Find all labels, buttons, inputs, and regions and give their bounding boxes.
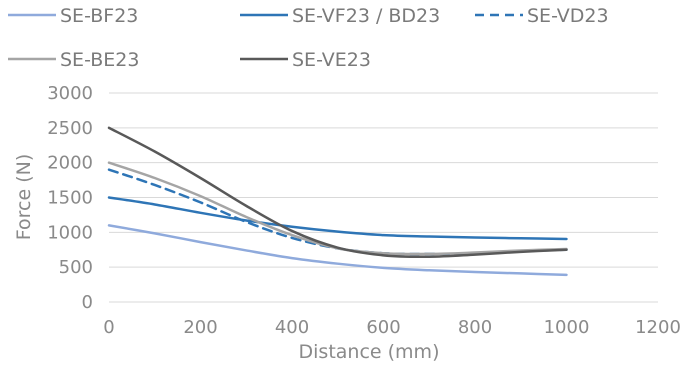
legend: SE-BF23 SE-VF23 / BD23 SE-VD23 SE-BE23 SE-VE… xyxy=(8,5,609,71)
x-tick-label: 600 xyxy=(366,317,400,338)
gridlines xyxy=(109,92,658,303)
y-axis-title: Force (N) xyxy=(13,154,35,240)
y-tick-label: 500 xyxy=(59,257,93,278)
legend-label: SE-VE23 xyxy=(292,49,371,71)
legend-label: SE-BE23 xyxy=(60,49,139,71)
legend-label: SE-BF23 xyxy=(60,5,138,27)
y-tick-label: 3000 xyxy=(47,83,93,104)
x-tick-label: 400 xyxy=(275,317,309,338)
legend-label: SE-VF23 / BD23 xyxy=(292,5,440,27)
series-line-se-bf23 xyxy=(107,224,568,277)
x-axis-title: Distance (mm) xyxy=(299,341,440,363)
y-tick-label: 2500 xyxy=(47,118,93,139)
x-tick-label: 1000 xyxy=(544,317,590,338)
series-line-se-ve23 xyxy=(107,126,568,259)
x-tick-label: 1200 xyxy=(635,317,681,338)
x-tick-label: 0 xyxy=(103,317,114,338)
series-line-se-vf23-bd23 xyxy=(107,196,568,241)
y-tick-label: 1000 xyxy=(47,222,93,243)
x-tick-label: 800 xyxy=(458,317,492,338)
y-tick-label: 1500 xyxy=(47,188,93,209)
tick-labels: 0 500 1000 1500 2000 2500 3000 0 200 400 600 800 100… xyxy=(47,83,681,338)
series-lines xyxy=(107,126,568,277)
legend-label: SE-VD23 xyxy=(527,5,609,27)
y-tick-label: 2000 xyxy=(47,153,93,174)
series-line-se-vd23 xyxy=(107,168,568,256)
x-tick-label: 200 xyxy=(183,317,217,338)
y-tick-label: 0 xyxy=(82,292,93,313)
